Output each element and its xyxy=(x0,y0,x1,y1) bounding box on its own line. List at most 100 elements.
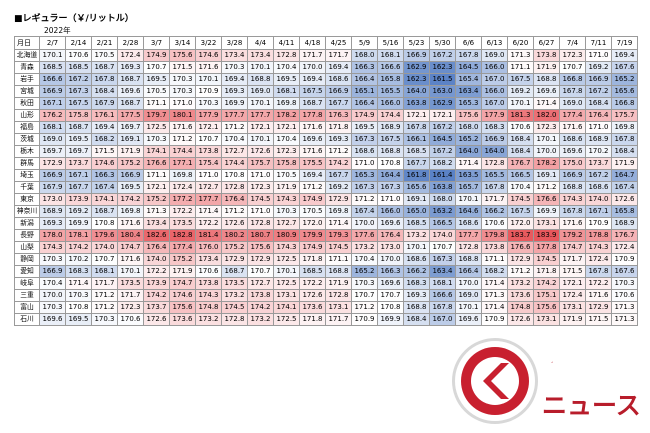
price-cell: 174.2 xyxy=(325,157,352,170)
table-row: 福島 168.1 168.7 169.4 169.7 172.5 171.6 172.1 171… xyxy=(14,121,638,134)
price-cell: 163.4 xyxy=(429,265,456,278)
price-cell: 177.8 xyxy=(533,241,560,254)
table-row: 群馬 172.9 173.7 174.6 175.2 176.6 177.1 175.4 174… xyxy=(14,157,638,170)
price-cell: 169.1 xyxy=(403,193,430,206)
price-cell: 169.6 xyxy=(559,145,586,158)
price-cell: 173.4 xyxy=(221,49,248,62)
price-cell: 170.7 xyxy=(195,133,222,146)
price-cell: 174.5 xyxy=(221,301,248,314)
price-cell: 173.7 xyxy=(585,157,612,170)
price-cell: 173.2 xyxy=(507,277,534,290)
price-cell: 171.9 xyxy=(533,61,560,74)
price-cell: 174.1 xyxy=(273,301,300,314)
prefecture-cell: 神奈川 xyxy=(14,205,40,218)
price-cell: 171.5 xyxy=(91,145,118,158)
price-cell: 174.4 xyxy=(377,109,404,122)
price-cell: 171.1 xyxy=(143,169,170,182)
year-label: 2022年 xyxy=(44,26,71,35)
price-cell: 168.9 xyxy=(39,205,66,218)
price-cell: 168.6 xyxy=(351,145,378,158)
price-cell: 165.4 xyxy=(455,73,482,86)
prefecture-cell: 福島 xyxy=(14,121,40,134)
price-cell: 167.8 xyxy=(429,301,456,314)
price-cell: 176.3 xyxy=(325,109,352,122)
price-cell: 172.5 xyxy=(143,121,170,134)
price-cell: 167.8 xyxy=(403,121,430,134)
price-cell: 168.4 xyxy=(507,145,534,158)
price-cell: 170.3 xyxy=(169,73,196,86)
price-cell: 166.9 xyxy=(39,265,66,278)
price-cell: 166.9 xyxy=(585,73,612,86)
price-cell: 166.8 xyxy=(611,97,638,110)
price-cell: 165.8 xyxy=(377,73,404,86)
date-header: 2/28 xyxy=(117,36,144,50)
price-cell: 171.7 xyxy=(325,313,352,326)
price-cell: 166.1 xyxy=(403,133,430,146)
price-cell: 179.3 xyxy=(325,229,352,242)
price-cell: 169.6 xyxy=(533,85,560,98)
price-cell: 166.6 xyxy=(429,289,456,302)
price-cell: 163.8 xyxy=(403,97,430,110)
price-cell: 171.9 xyxy=(117,145,144,158)
price-cell: 174.8 xyxy=(507,301,534,314)
price-cell: 175.6 xyxy=(455,109,482,122)
price-cell: 171.9 xyxy=(611,157,638,170)
price-cell: 171.2 xyxy=(507,265,534,278)
price-cell: 165.2 xyxy=(611,73,638,86)
price-cell: 175.6 xyxy=(169,301,196,314)
price-cell: 168.7 xyxy=(117,73,144,86)
price-cell: 170.3 xyxy=(195,97,222,110)
date-header: 6/13 xyxy=(481,36,508,50)
price-cell: 164.4 xyxy=(377,169,404,182)
price-cell: 172.9 xyxy=(39,157,66,170)
price-cell: 171.1 xyxy=(143,97,170,110)
price-cell: 168.8 xyxy=(559,181,586,194)
price-cell: 177.7 xyxy=(455,229,482,242)
price-cell: 175.8 xyxy=(65,109,92,122)
price-cell: 178.8 xyxy=(585,229,612,242)
price-cell: 168.8 xyxy=(247,73,274,86)
price-cell: 174.0 xyxy=(91,241,118,254)
price-cell: 170.4 xyxy=(273,61,300,74)
price-cell: 170.1 xyxy=(247,61,274,74)
price-cell: 169.2 xyxy=(507,85,534,98)
price-cell: 172.8 xyxy=(273,49,300,62)
price-cell: 168.5 xyxy=(403,217,430,230)
price-cell: 171.9 xyxy=(169,265,196,278)
prefecture-cell: 栃木 xyxy=(14,145,40,158)
price-cell: 171.2 xyxy=(351,193,378,206)
price-cell: 182.6 xyxy=(143,229,170,242)
price-cell: 175.2 xyxy=(143,193,170,206)
price-cell: 168.4 xyxy=(611,145,638,158)
price-cell: 177.1 xyxy=(169,157,196,170)
price-cell: 170.4 xyxy=(39,277,66,290)
price-cell: 172.8 xyxy=(247,217,274,230)
table-row: 秋田 167.1 167.5 167.9 168.7 171.1 171.0 170.3 169… xyxy=(14,97,638,110)
price-cell: 173.4 xyxy=(143,217,170,230)
table-row: 富山 170.3 170.8 171.2 172.3 173.7 175.6 174.8 174… xyxy=(14,301,638,314)
price-cell: 167.4 xyxy=(611,181,638,194)
price-cell: 168.8 xyxy=(455,253,482,266)
price-cell: 168.2 xyxy=(429,157,456,170)
price-cell: 170.4 xyxy=(507,181,534,194)
price-cell: 169.0 xyxy=(39,133,66,146)
price-cell: 168.7 xyxy=(65,121,92,134)
price-cell: 169.5 xyxy=(117,181,144,194)
price-cell: 172.9 xyxy=(507,253,534,266)
price-cell: 170.3 xyxy=(39,253,66,266)
price-cell: 169.8 xyxy=(117,205,144,218)
price-cell: 174.5 xyxy=(507,193,534,206)
price-cell: 176.6 xyxy=(533,193,560,206)
price-cell: 174.9 xyxy=(299,193,326,206)
price-cell: 168.7 xyxy=(221,265,248,278)
price-cell: 172.7 xyxy=(221,145,248,158)
price-cell: 177.2 xyxy=(169,193,196,206)
price-cell: 169.4 xyxy=(299,169,326,182)
price-cell: 175.6 xyxy=(533,301,560,314)
price-cell: 175.6 xyxy=(247,241,274,254)
price-cell: 174.2 xyxy=(143,289,170,302)
price-cell: 182.8 xyxy=(169,229,196,242)
price-cell: 168.3 xyxy=(65,265,92,278)
table-row: 神奈川 168.9 169.2 168.7 169.8 171.3 172.2 171.4 17… xyxy=(14,205,638,218)
price-cell: 167.9 xyxy=(39,181,66,194)
